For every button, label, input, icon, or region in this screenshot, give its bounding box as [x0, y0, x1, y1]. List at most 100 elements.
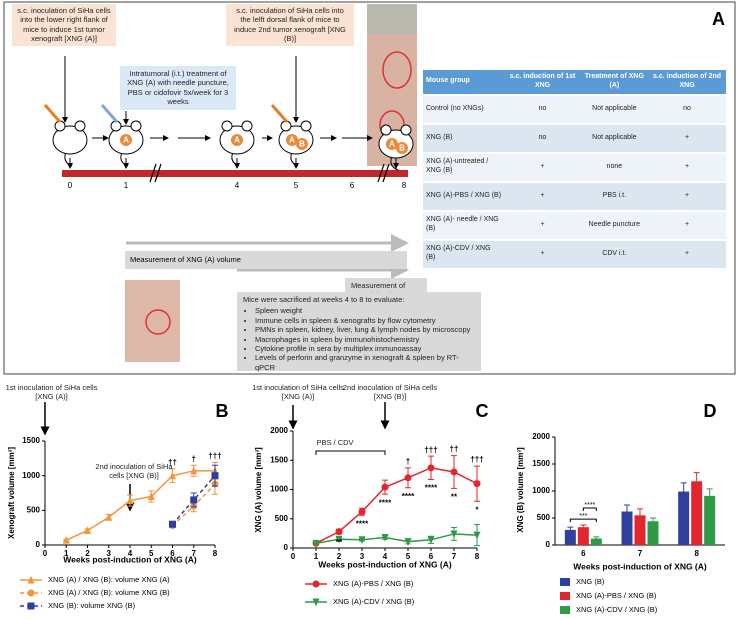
point [126, 496, 134, 505]
point [84, 526, 91, 534]
table-cell: Not applicable [580, 95, 649, 123]
x-tick-label: 6 [429, 552, 434, 561]
sacrifice-title: Mice were sacrificed at weeks 4 to 8 to … [243, 295, 405, 304]
mouse-body [52, 125, 88, 155]
x-axis-label: Weeks post-induction of XNG (A) [573, 561, 707, 571]
sacrifice-box: Mice were sacrificed at weeks 4 to 8 to … [237, 292, 481, 372]
x-tick-label: 6 [170, 549, 175, 558]
bar [678, 491, 690, 545]
significance: **** [402, 492, 415, 501]
y-tick-label: 2000 [270, 426, 288, 435]
legend-swatch [560, 592, 570, 600]
legend-swatch [560, 606, 570, 614]
significance: ††† [424, 445, 437, 454]
y-tick-label: 1000 [22, 471, 40, 480]
y-tick-label: 1500 [22, 436, 40, 445]
x-tick-label: 0 [43, 549, 48, 558]
legend-marker [27, 589, 35, 597]
timeline-bar [62, 170, 408, 177]
table-cell: Control (no XNGs) [423, 95, 505, 123]
series-line [171, 475, 216, 525]
mouse-ear [54, 120, 66, 132]
tumor-marker [286, 134, 298, 146]
y-tick-label: 1500 [532, 459, 550, 468]
error-bar [637, 508, 643, 516]
timeline-label: 5 [294, 181, 299, 190]
significance: ††† [208, 452, 221, 461]
timeline-label: 1 [124, 181, 129, 190]
point [427, 536, 435, 545]
tumor-marker [120, 134, 132, 146]
table-cell: XNG (A)-PBS / XNG (B) [423, 182, 505, 210]
x-tick-label: 2 [337, 552, 342, 561]
table-cell: XNG (B) [423, 124, 505, 152]
significance: ** [336, 538, 343, 547]
photo-circle [145, 309, 171, 335]
y-tick-label: 1500 [270, 455, 288, 464]
legend-label: XNG (A)-CDV / XNG (B) [576, 605, 658, 614]
mouse-ear [130, 120, 142, 132]
table-cell: XNG (A)-CDV / XNG (B) [423, 240, 505, 268]
table-wrap: Mouse group s.c. induction of 1st XNG Trea… [423, 68, 726, 270]
syringe [43, 104, 62, 123]
measure-a: Measurement of XNG (A) volume [130, 255, 241, 264]
bar [577, 527, 589, 545]
tumor-marker [296, 138, 308, 150]
point [335, 528, 343, 536]
mouse-ear [221, 120, 233, 132]
y-tick-label: 0 [284, 543, 289, 552]
treatment-box: Intratumoral (i.t.) treatment of XNG (A)… [120, 66, 236, 110]
flow-arrows [62, 56, 299, 125]
y-tick-label: 500 [27, 505, 41, 514]
x-tick-label: 4 [128, 549, 133, 558]
annotation: 1st inoculation of SiHa cells [XNG (A)] [5, 383, 98, 402]
series-line [315, 533, 478, 545]
mouse-ear [241, 120, 253, 132]
table-cell: + [648, 211, 726, 239]
annotation: 1st inoculation of SiHa cells [XNG (A)] [252, 383, 344, 402]
x-axis-label: Weeks post-induction of XNG (A) [63, 554, 197, 564]
error-bar [706, 488, 713, 496]
significance: *** [579, 513, 587, 520]
mouse-ear [380, 124, 392, 136]
significance: ** [451, 492, 458, 501]
y-tick-label: 0 [546, 540, 551, 549]
point [381, 533, 389, 542]
sacrifice-item: PMNs in spleen, kidney, liver, lung & ly… [255, 325, 475, 334]
legend-swatch [560, 578, 570, 586]
tumor-label: A [289, 136, 295, 145]
bar [634, 515, 646, 545]
bar [704, 495, 716, 545]
annotation: PBS / CDV [316, 438, 354, 447]
significance: † [192, 454, 196, 463]
table-cell: + [648, 153, 726, 181]
legend-label: XNG (A)-CDV / XNG (B) [333, 597, 415, 606]
mouse-ear [400, 124, 412, 136]
photo [125, 280, 180, 362]
panel-label: D [704, 401, 717, 421]
table-cell: + [504, 211, 581, 239]
point [450, 468, 458, 476]
bar [691, 481, 703, 545]
error-bar [593, 536, 600, 539]
tumor-marker [231, 134, 243, 146]
x-tick-label: 7 [638, 549, 643, 558]
table-cell: + [504, 153, 581, 181]
table-cell: Not applicable [580, 124, 649, 152]
annotation: 2nd inoculation of SiHa cells [XNG (B)] [342, 383, 438, 402]
tumor-label: A [389, 140, 395, 149]
table-row: XNG (B) no Not applicable + [423, 124, 726, 152]
table-row: XNG (A)-PBS / XNG (B) + PBS i.t. + [423, 182, 726, 210]
point [190, 496, 198, 504]
bar [590, 538, 602, 545]
x-tick-label: 5 [149, 549, 154, 558]
significance: †† [450, 445, 459, 454]
header-cell: s.c. induction of 2nd XNG [648, 70, 726, 94]
treatment-bracket [315, 450, 386, 455]
point [427, 464, 435, 472]
legend-label: XNG (A) / XNG (B): volume XNG (A) [48, 575, 170, 584]
sacrifice-item: Immune cells in spleen & xenografts by f… [255, 316, 475, 325]
error-bar [580, 524, 587, 528]
